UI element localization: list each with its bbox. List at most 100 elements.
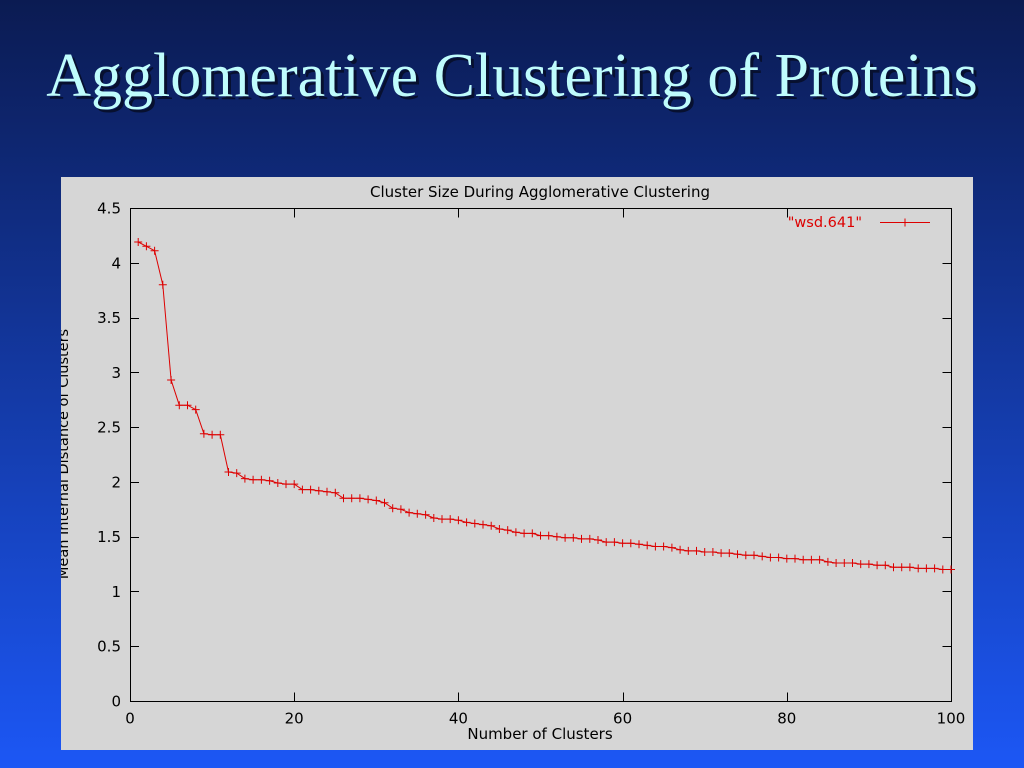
data-point: [323, 487, 331, 496]
data-point: [528, 529, 537, 538]
data-point: [134, 238, 143, 246]
data-point: [561, 533, 570, 542]
data-point: [922, 564, 931, 573]
data-point: [585, 534, 594, 543]
data-point: [142, 242, 151, 251]
data-point: [651, 542, 660, 551]
y-tick-label: 2.5: [97, 419, 121, 437]
data-point: [232, 469, 241, 478]
data-point: [708, 548, 717, 556]
data-point: [150, 246, 159, 255]
plot-frame: [130, 208, 952, 702]
data-point: [791, 554, 799, 563]
data-point: [421, 510, 430, 519]
data-point: [873, 561, 882, 570]
data-point: [897, 563, 906, 572]
data-point: [577, 534, 586, 543]
data-point: [659, 542, 668, 551]
data-point: [774, 553, 783, 562]
data-point: [249, 475, 258, 484]
data-point: [183, 401, 192, 410]
data-point: [380, 498, 389, 507]
legend: "wsd.641": [788, 215, 930, 231]
data-point: [240, 474, 249, 483]
data-point: [905, 563, 914, 572]
data-point: [815, 555, 824, 564]
series-group: [134, 238, 955, 574]
data-point: [298, 485, 307, 494]
data-point: [782, 554, 791, 563]
data-point: [339, 494, 348, 503]
data-point: [864, 560, 873, 569]
data-point: [257, 475, 266, 484]
data-point: [208, 430, 217, 439]
data-point: [758, 552, 767, 561]
x-tick-label: 40: [449, 710, 468, 728]
y-tick-label: 4.5: [97, 200, 121, 218]
data-point: [725, 549, 734, 558]
data-point: [832, 559, 841, 567]
data-point: [733, 550, 742, 559]
data-point: [405, 508, 414, 517]
data-point: [511, 528, 520, 537]
data-point: [495, 525, 504, 533]
legend-marker-sample: [901, 218, 909, 227]
data-point: [306, 485, 315, 494]
data-point: [355, 494, 364, 503]
data-point: [470, 519, 479, 528]
data-point: [643, 541, 652, 550]
data-point: [947, 565, 955, 574]
data-point: [938, 565, 947, 574]
x-tick-label: 20: [285, 710, 304, 728]
data-point: [438, 515, 446, 524]
y-tick-label: 1.5: [97, 528, 121, 546]
data-point: [594, 536, 602, 544]
data-point: [413, 509, 422, 518]
data-point: [282, 480, 290, 489]
data-point: [717, 549, 726, 558]
data-point: [676, 545, 685, 554]
data-point: [199, 429, 208, 438]
data-point: [536, 531, 545, 540]
data-point: [503, 526, 512, 535]
data-point: [569, 533, 578, 542]
data-point: [347, 494, 356, 503]
x-tick-label: 0: [125, 710, 135, 728]
data-point: [930, 564, 939, 573]
data-point: [175, 401, 184, 410]
data-point: [889, 563, 898, 572]
y-axis: 0 0.5 1 1.5 2 2.5 3 3.5 4 4.5: [97, 200, 952, 711]
slide-title: Agglomerative Clustering of Proteins: [46, 42, 978, 110]
data-point: [314, 486, 323, 495]
data-point: [881, 561, 890, 570]
data-point: [626, 539, 635, 548]
data-point: [487, 521, 496, 530]
line-chart: Cluster Size During Agglomerative Cluste…: [61, 183, 966, 743]
data-point: [167, 376, 176, 384]
data-point: [766, 553, 775, 562]
chart-title: Cluster Size During Agglomerative Cluste…: [370, 183, 710, 201]
data-point: [388, 504, 397, 513]
data-point: [700, 548, 709, 556]
y-tick-label: 1: [111, 583, 121, 601]
y-tick-label: 3.5: [97, 309, 121, 327]
data-point: [684, 546, 693, 555]
y-tick-label: 0.5: [97, 638, 121, 656]
x-axis: 0 20 40 60 80 100: [125, 208, 966, 728]
data-point: [158, 280, 167, 289]
data-point: [290, 480, 299, 489]
data-point: [635, 540, 643, 549]
data-point: [479, 520, 487, 529]
data-point: [667, 543, 676, 552]
data-point: [544, 531, 553, 540]
data-point: [191, 405, 200, 414]
data-point: [692, 546, 701, 555]
data-point: [265, 476, 274, 485]
y-tick-label: 2: [111, 473, 121, 491]
data-point: [552, 532, 561, 541]
legend-label: "wsd.641": [788, 215, 862, 231]
data-point: [462, 518, 471, 527]
data-point: [840, 559, 849, 567]
x-tick-label: 100: [937, 710, 966, 728]
